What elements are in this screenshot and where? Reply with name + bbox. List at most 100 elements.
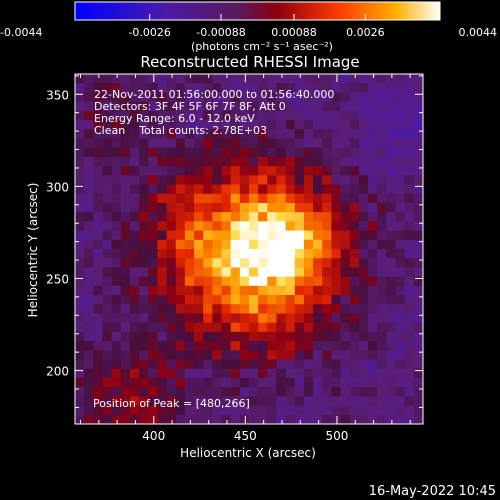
heatmap-cell [404,101,415,112]
heatmap-cell [184,377,195,388]
heatmap-cell [139,267,149,278]
heatmap-cell [175,129,186,140]
heatmap-cell [322,396,333,407]
heatmap-cell [276,387,287,397]
heatmap-cell [175,175,186,186]
heatmap-cell [285,322,296,333]
heatmap-cell [395,258,406,269]
heatmap-cell [340,405,351,416]
heatmap-cell [386,175,397,186]
heatmap-cell [148,92,159,103]
colorbar-tick-label: -0.0026 [128,26,170,39]
heatmap-cell [313,322,323,333]
heatmap-cell [230,184,241,195]
heatmap-cell [276,285,287,296]
heatmap-cell [340,101,351,112]
heatmap-cell [322,267,333,278]
heatmap-cell [102,414,113,424]
heatmap-cell [386,221,397,232]
heatmap-cell [267,249,278,259]
heatmap-cell [230,313,241,324]
heatmap-cell [267,184,278,195]
heatmap-cell [267,331,278,342]
heatmap-cell [75,239,85,250]
heatmap-cell [368,110,378,121]
heatmap-cell [93,322,104,333]
heatmap-cell [129,184,140,195]
heatmap-cell [166,212,177,222]
heatmap-cell [249,110,259,121]
heatmap-cell [413,138,423,149]
heatmap-cell [120,387,131,397]
heatmap-cell [212,405,223,416]
heatmap-cell [331,202,342,213]
heatmap-cell [340,221,351,232]
heatmap-cell [203,110,213,121]
heatmap-cell [285,258,296,269]
heatmap-cell [203,377,213,388]
heatmap-cell [294,184,305,195]
heatmap-cell [212,359,223,370]
heatmap-cell [166,341,177,351]
heatmap-cell [102,258,113,269]
heatmap-cell [203,175,213,186]
heatmap-cell [203,129,213,140]
heatmap-cell [404,396,415,407]
heatmap-cell [258,138,268,149]
heatmap-cell [184,193,195,204]
heatmap-cell [221,359,232,370]
heatmap-cell [184,239,195,250]
heatmap-cell [377,175,387,186]
heatmap-cell [120,120,131,130]
heatmap-cell [258,184,268,195]
heatmap-cell [358,202,369,213]
heatmap-cell [331,322,342,333]
heatmap-cell [313,258,323,269]
heatmap-cell [166,285,177,296]
heatmap-cell [258,249,268,259]
heatmap-cell [221,147,232,158]
heatmap-cell [157,295,168,305]
heatmap-cell [239,74,250,84]
heatmap-cell [294,350,305,361]
heatmap-cell [120,74,131,84]
heatmap-cell [120,202,131,213]
heatmap-cell [377,350,387,361]
heatmap-cell [203,83,213,94]
heatmap-cell [249,405,259,416]
heatmap-cell [358,295,369,305]
heatmap-cell [230,110,241,121]
heatmap-cell [340,331,351,342]
heatmap-cell [75,285,85,296]
heatmap-cell [404,350,415,361]
heatmap-cell [194,414,204,424]
heatmap-cell [184,295,195,305]
heatmap-cell [303,377,314,388]
heatmap-cell [294,276,305,287]
heatmap-cell [358,258,369,269]
heatmap-cell [120,322,131,333]
heatmap-cell [349,221,360,232]
heatmap-cell [413,368,423,379]
heatmap-cell [157,212,168,222]
heatmap-cell [276,267,287,278]
heatmap-cell [249,331,259,342]
heatmap-cell [368,83,378,94]
heatmap-cell [358,156,369,167]
heatmap-cell [395,368,406,379]
heatmap-cell [404,166,415,176]
heatmap-cell [84,212,94,222]
heatmap-cell [175,249,186,259]
heatmap-cell [340,184,351,195]
heatmap-cell [368,387,378,397]
heatmap-cell [203,359,213,370]
heatmap-cell [221,92,232,103]
heatmap-cell [322,83,333,94]
heatmap-cell [249,202,259,213]
heatmap-cell [349,350,360,361]
heatmap-cell [276,92,287,103]
heatmap-cell [84,405,94,416]
heatmap-cell [294,110,305,121]
heatmap-cell [368,276,378,287]
heatmap-cell [203,267,213,278]
